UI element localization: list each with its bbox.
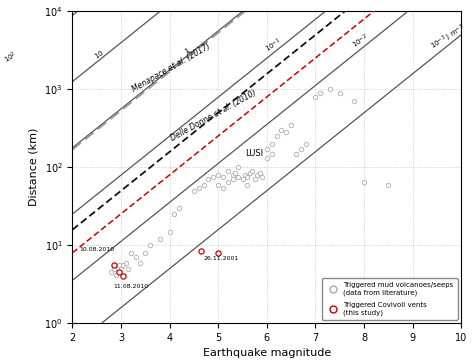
Point [125,266,132,272]
Point [297,146,305,152]
Point [241,172,249,178]
Point [292,151,300,157]
Point [229,177,237,182]
Point [110,266,118,272]
Point [117,266,125,272]
Point [360,179,368,185]
Point [224,168,232,174]
Point [119,262,127,268]
Text: $1$: $1$ [182,45,191,56]
Point [171,211,178,217]
Point [244,174,251,180]
Point [119,273,127,279]
Point [253,172,261,178]
Point [224,179,232,185]
Point [214,172,222,178]
Point [317,90,324,96]
Point [302,141,310,147]
Point [278,127,285,133]
Point [248,168,256,174]
Text: $10^{-1}$: $10^{-1}$ [263,36,284,55]
Point [311,94,319,100]
Point [214,250,222,256]
Point [142,250,149,256]
Point [175,205,183,211]
Point [200,182,208,187]
Point [108,269,115,275]
Point [197,248,205,254]
Point [256,170,264,176]
Point [166,229,173,234]
Legend: Triggered mud volcanoes/seeps
(data from literature), Triggered Covivoli vents
(: Triggered mud volcanoes/seeps (data from… [322,278,458,320]
Point [115,269,122,275]
Text: 26.11.2001: 26.11.2001 [204,256,239,261]
Text: LUSI: LUSI [245,150,263,158]
Point [263,155,271,161]
Point [263,146,271,152]
Point [156,236,164,242]
Y-axis label: Distance (km): Distance (km) [28,128,39,206]
Point [273,133,280,139]
Point [219,185,227,190]
Text: $10^{-2}$: $10^{-2}$ [350,32,372,51]
X-axis label: Earthquake magnitude: Earthquake magnitude [203,348,331,359]
Point [205,177,212,182]
Point [283,130,290,135]
Point [115,262,122,268]
Point [268,151,275,157]
Point [336,90,344,96]
Point [137,260,144,265]
Point [210,174,217,180]
Point [258,174,266,180]
Point [268,141,275,147]
Text: $10^2$: $10^2$ [2,49,20,66]
Point [146,242,154,248]
Point [229,172,237,178]
Point [214,182,222,187]
Point [287,122,295,128]
Point [110,262,118,268]
Point [234,174,241,180]
Text: $10^{-3}\ \mathrm{J\ m}^{-3}$: $10^{-3}\ \mathrm{J\ m}^{-3}$ [428,22,468,53]
Point [132,254,139,260]
Text: 10.08.2010: 10.08.2010 [80,247,115,252]
Point [122,260,130,265]
Point [350,99,358,104]
Point [234,165,241,170]
Point [127,250,135,256]
Point [244,182,251,187]
Point [219,174,227,180]
Point [231,170,239,176]
Point [239,177,246,182]
Point [251,177,258,182]
Text: Delle Donne et al. (2010): Delle Donne et al. (2010) [170,88,258,143]
Text: $10$: $10$ [92,48,106,61]
Point [112,272,120,277]
Point [326,87,334,92]
Point [195,185,202,190]
Text: Menapace et al. (2017): Menapace et al. (2017) [131,42,212,94]
Point [246,170,254,176]
Point [190,188,198,194]
Point [384,182,392,187]
Text: 11.08.2010: 11.08.2010 [114,284,149,289]
